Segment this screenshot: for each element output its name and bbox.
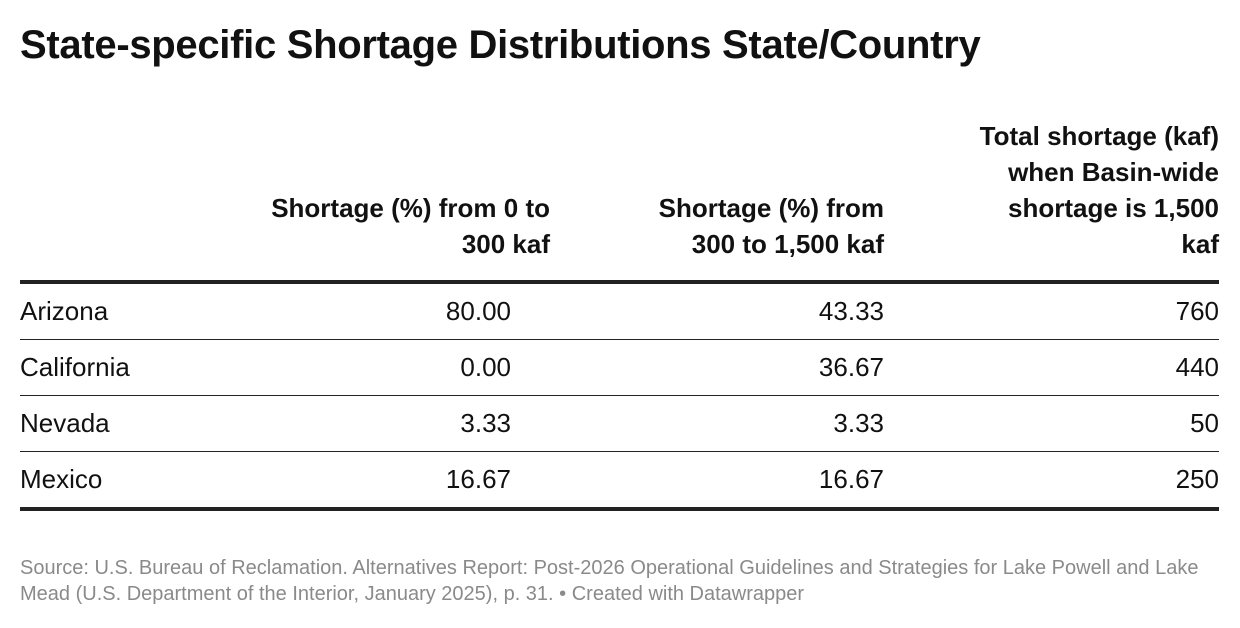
table-row: California 0.00 36.67 440	[20, 339, 1219, 396]
cell: 16.67	[260, 451, 511, 511]
cell: 80.00	[260, 282, 511, 340]
cell: 3.33	[260, 395, 511, 452]
cell: 36.67	[511, 339, 884, 396]
cell: 50	[884, 395, 1219, 452]
header-cell: Total shortage (kaf) when Basin-wide sho…	[884, 118, 1219, 284]
table-row: Nevada 3.33 3.33 50	[20, 395, 1219, 452]
table-row: Mexico 16.67 16.67 250	[20, 451, 1219, 511]
header-text: Shortage (%) from 0 to 300 kaf	[271, 193, 550, 259]
cell: 16.67	[511, 451, 884, 511]
title: State-specific Shortage Distributions St…	[20, 23, 981, 67]
table: Shortage (%) from 0 to 300 kaf Shortage …	[20, 118, 1219, 511]
header-cell	[20, 118, 260, 284]
cell: 250	[884, 451, 1219, 511]
table-row: Arizona 80.00 43.33 760	[20, 282, 1219, 340]
header-cell: Shortage (%) from 0 to 300 kaf	[260, 118, 550, 284]
cell: 760	[884, 282, 1219, 340]
header-cell: Shortage (%) from 300 to 1,500 kaf	[511, 118, 884, 284]
row-label: Nevada	[20, 395, 260, 452]
row-label: California	[20, 339, 260, 396]
table-body: Arizona 80.00 43.33 760 California 0.00 36.67 4…	[20, 282, 1219, 511]
cell: 0.00	[260, 339, 511, 396]
header-text: Shortage (%) from 300 to 1,500 kaf	[658, 193, 884, 259]
cell: 3.33	[511, 395, 884, 452]
header-text: Total shortage (kaf) when Basin-wide sho…	[979, 121, 1219, 259]
source: Source: U.S. Bureau of Reclamation. Alte…	[20, 557, 1199, 605]
header-row: Shortage (%) from 0 to 300 kaf Shortage …	[20, 118, 1219, 284]
row-label: Mexico	[20, 451, 260, 511]
cell: 440	[884, 339, 1219, 396]
cell: 43.33	[511, 282, 884, 340]
row-label: Arizona	[20, 282, 260, 340]
